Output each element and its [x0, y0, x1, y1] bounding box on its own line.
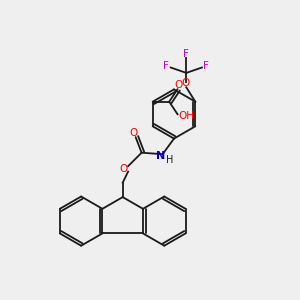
Text: O: O [120, 164, 128, 174]
Text: H: H [166, 154, 173, 165]
Text: F: F [163, 61, 169, 71]
Text: F: F [203, 61, 209, 71]
Text: O: O [174, 80, 182, 91]
Text: O: O [182, 78, 190, 88]
Text: O: O [129, 128, 137, 138]
Text: N: N [157, 151, 166, 161]
Text: F: F [183, 49, 189, 59]
Text: OH: OH [178, 111, 194, 121]
